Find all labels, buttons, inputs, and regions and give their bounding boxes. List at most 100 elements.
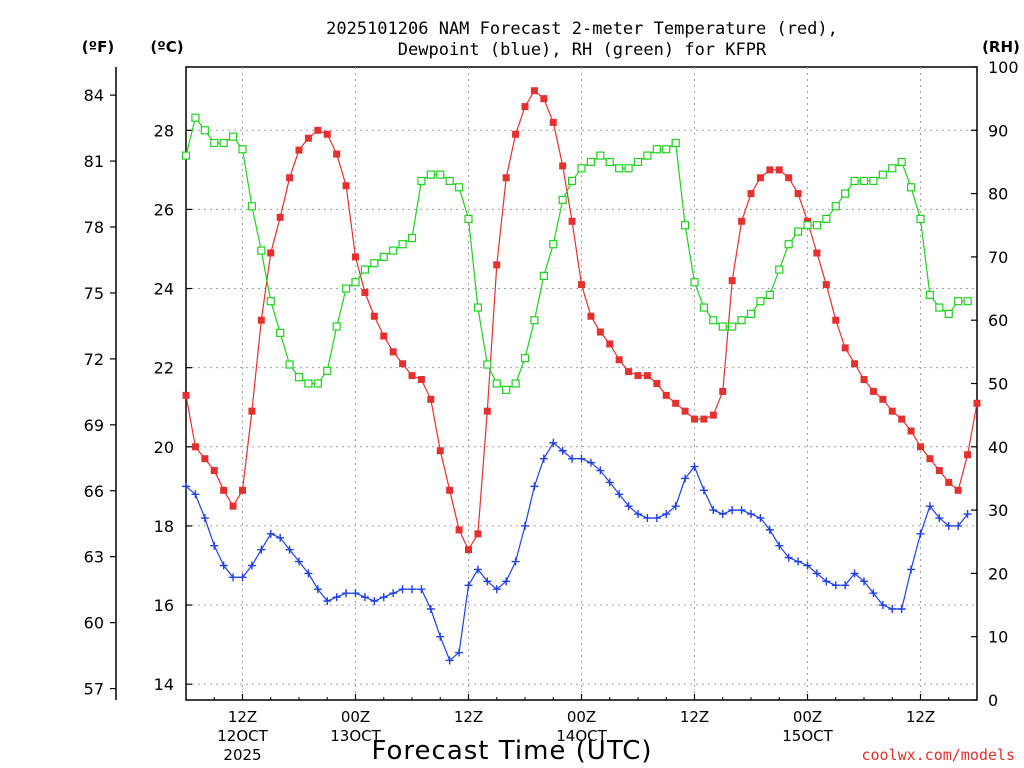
dewpoint-point xyxy=(681,474,690,483)
fahrenheit-axis: 57 60 63 66 69 72 75 78 81 84 xyxy=(84,86,116,699)
temperature-point xyxy=(465,546,472,554)
rh-point xyxy=(304,379,313,388)
temperature-point xyxy=(681,407,689,415)
temperature-point xyxy=(653,380,661,387)
rh-point xyxy=(793,227,803,236)
rh-point xyxy=(690,278,699,287)
celsius-axis: 14 16 18 20 22 24 26 28 xyxy=(154,121,192,694)
rh-point xyxy=(323,366,332,375)
temperature-point xyxy=(578,281,585,289)
fahrenheit-tick-label: 72 xyxy=(84,350,104,369)
temperature-point xyxy=(455,526,463,534)
temperature-point xyxy=(898,415,906,423)
rh-point xyxy=(219,138,228,148)
temperature-point xyxy=(691,415,698,423)
rh-tick-label: 50 xyxy=(988,375,1008,394)
rh-axis: 0 10 20 30 40 50 60 70 80 90 100 xyxy=(971,58,1019,710)
rh-point xyxy=(351,278,360,287)
temperature-point xyxy=(822,281,830,289)
rh-point xyxy=(360,265,370,274)
temperature-point xyxy=(530,87,538,95)
temperature-point xyxy=(399,360,407,368)
dewpoint-point xyxy=(652,514,661,523)
rh-point xyxy=(878,170,887,179)
dewpoint-point xyxy=(577,454,586,463)
rh-tick-label: 30 xyxy=(988,501,1008,520)
rh-point xyxy=(624,164,633,173)
temperature-point xyxy=(634,372,642,380)
temperature-point xyxy=(559,162,567,170)
dewpoint-point xyxy=(794,557,803,566)
dewpoint-point xyxy=(831,581,840,590)
fahrenheit-tick-label: 78 xyxy=(84,218,104,237)
dewpoint-point xyxy=(775,541,784,550)
temperature-point xyxy=(756,174,764,182)
dewpoint-point xyxy=(728,506,737,515)
rh-point xyxy=(728,322,737,331)
dewpoint-point xyxy=(784,553,793,562)
dewpoint-point xyxy=(888,605,897,614)
dewpoint-point xyxy=(925,502,934,511)
dewpoint-point xyxy=(841,581,850,590)
rh-point xyxy=(916,214,925,224)
rh-point xyxy=(398,240,407,249)
rh-point xyxy=(454,183,464,192)
time-tick-date: 13OCT xyxy=(330,727,381,745)
rh-point xyxy=(888,164,897,173)
temperature-point xyxy=(417,376,425,384)
time-tick-date: 12OCT xyxy=(217,727,268,745)
temperature-point xyxy=(182,391,190,399)
dewpoint-point xyxy=(398,585,407,594)
dewpoint-point xyxy=(455,648,464,657)
rh-point xyxy=(257,246,266,255)
fahrenheit-tick-label: 84 xyxy=(84,86,104,105)
dewpoint-point xyxy=(257,545,266,554)
rh-point xyxy=(276,328,285,337)
temperature-point xyxy=(408,372,416,380)
rh-point xyxy=(473,303,483,312)
rh-point xyxy=(181,151,191,160)
celsius-tick-label: 18 xyxy=(154,517,174,536)
rh-point xyxy=(652,145,661,154)
dewpoint-point xyxy=(878,601,887,610)
temperature-point xyxy=(512,130,520,138)
fahrenheit-tick-label: 63 xyxy=(84,548,104,567)
rh-point xyxy=(520,354,530,363)
rh-point xyxy=(746,309,756,318)
dewpoint-point xyxy=(907,565,916,574)
dewpoint-point xyxy=(530,482,539,491)
rh-point xyxy=(718,322,727,331)
temperature-point xyxy=(248,407,256,415)
temperature-point xyxy=(794,190,802,198)
temperature-point xyxy=(323,130,331,138)
dewpoint-point xyxy=(492,585,501,594)
temperature-point xyxy=(869,387,877,395)
time-tick-label: 00Z xyxy=(567,708,596,726)
fahrenheit-tick-label: 69 xyxy=(84,416,104,435)
dewpoint-point xyxy=(568,454,577,463)
temperature-point xyxy=(502,174,510,182)
rh-point xyxy=(906,183,916,192)
temperature-point xyxy=(446,486,454,494)
celsius-tick-label: 14 xyxy=(154,675,174,694)
time-tick-label: 00Z xyxy=(793,708,822,726)
rh-point xyxy=(511,379,520,388)
dewpoint-line xyxy=(185,441,969,662)
fahrenheit-tick-label: 57 xyxy=(84,680,104,699)
dewpoint-point xyxy=(765,525,774,534)
rh-point xyxy=(859,176,869,186)
time-tick-label: 12Z xyxy=(454,708,483,726)
temperature-point xyxy=(286,174,294,182)
dewpoint-point xyxy=(360,593,369,602)
rh-point xyxy=(596,151,605,160)
celsius-tick-label: 22 xyxy=(154,359,174,378)
rh-point xyxy=(492,379,501,388)
rh-point xyxy=(407,233,417,243)
rh-point xyxy=(266,297,275,306)
rh-tick-label: 70 xyxy=(988,248,1008,267)
dewpoint-point xyxy=(916,529,925,538)
temperature-point xyxy=(709,411,717,419)
dewpoint-point xyxy=(558,446,567,455)
rh-point xyxy=(944,309,953,318)
dewpoint-point xyxy=(812,569,821,578)
